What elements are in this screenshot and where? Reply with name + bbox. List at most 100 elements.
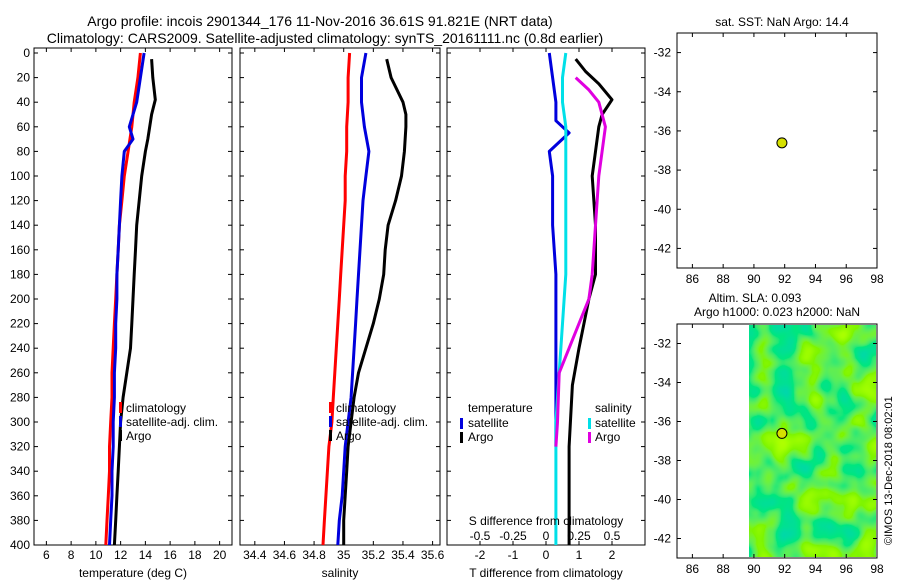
legend-title-temperature: temperature — [468, 401, 533, 415]
depth-tick-label: 40 — [17, 95, 31, 109]
lon-tick-label: 86 — [686, 562, 700, 576]
legend-label-t-satellite: satellite — [468, 416, 509, 430]
x-tick-label: 20 — [213, 548, 227, 562]
depth-tick-label: 140 — [10, 218, 30, 232]
s-diff-tick-label: 0.5 — [604, 529, 621, 543]
s-diff-tick-label: -0.5 — [470, 529, 491, 543]
depth-tick-label: 80 — [17, 144, 31, 158]
depth-tick-label: 200 — [10, 292, 30, 306]
legend-label-satellite: satellite-adj. clim. — [126, 415, 218, 429]
legend-label-argo: Argo — [126, 429, 152, 443]
depth-tick-label: 320 — [10, 440, 30, 454]
depth-tick-label: 380 — [10, 513, 30, 527]
depth-tick-label: 260 — [10, 366, 30, 380]
x-tick-label: 14 — [139, 548, 153, 562]
sla-map-title-line2: Argo h1000: 0.023 h2000: NaN — [694, 305, 860, 319]
temperature-legend: climatology satellite-adj. clim. Argo — [119, 401, 218, 443]
x-tick-label: 8 — [68, 548, 75, 562]
x-tick-label: 35.6 — [421, 548, 445, 562]
figure-title-line2: Climatology: CARS2009. Satellite-adjuste… — [47, 30, 603, 46]
argo-position-marker — [776, 427, 788, 439]
lon-tick-label: 96 — [840, 272, 854, 286]
depth-tick-label: 120 — [10, 194, 30, 208]
lat-tick-label: -34 — [654, 376, 672, 390]
x-tick-label: 12 — [114, 548, 128, 562]
depth-axis: 0 20 40 60 80 100 120 140 160 180 200 220 240 260 280 3… — [10, 46, 30, 552]
depth-tick-label: 0 — [23, 46, 30, 60]
difference-xlabel: T difference from climatology — [469, 566, 623, 580]
salinity-plot-frame — [239, 47, 441, 546]
legend-swatch-t-satellite — [460, 418, 463, 429]
legend-swatch-argo — [119, 430, 122, 441]
imos-credit: ©IMOS 13-Dec-2018 08:02:01 — [883, 396, 895, 545]
figure-title-line1: Argo profile: incois 2901344_176 11-Nov-… — [87, 13, 552, 29]
s-diff-tick-label: 0.25 — [567, 529, 591, 543]
temperature-plot-frame — [33, 47, 233, 546]
series-line-argo — [112, 59, 157, 546]
series-line-satellite-adj-clim- — [336, 52, 371, 546]
x-tick-label: 10 — [89, 548, 103, 562]
legend-swatch-t-argo — [460, 432, 463, 443]
legend-swatch-climatology — [329, 402, 332, 413]
legend-label-s-argo: Argo — [595, 430, 621, 444]
x-tick-label: 34.8 — [302, 548, 326, 562]
s-difference-axis: -0.5 -0.25 0 0.25 0.5 — [470, 529, 621, 543]
lat-tick-label: -42 — [654, 241, 672, 255]
argo-position-marker — [776, 137, 788, 149]
depth-tick-label: 400 — [10, 538, 30, 552]
legend-label-s-satellite: satellite — [595, 416, 636, 430]
sst-map-frame — [676, 32, 878, 269]
sst-map-title: sat. SST: NaN Argo: 14.4 — [715, 15, 849, 29]
lat-tick-label: -36 — [654, 124, 672, 138]
depth-tick-label: 100 — [10, 169, 30, 183]
s-diff-tick-label: 0 — [543, 529, 550, 543]
legend-label-satellite: satellite-adj. clim. — [336, 415, 428, 429]
x-tick-label: 0 — [543, 548, 550, 562]
series-line-s-argo — [554, 76, 607, 447]
depth-tick-label: 240 — [10, 341, 30, 355]
x-tick-label: 2 — [609, 548, 616, 562]
x-tick-label: 35 — [337, 548, 351, 562]
legend-title-salinity: salinity — [595, 401, 632, 415]
s-diff-tick-label: -0.25 — [499, 529, 527, 543]
lat-tick-label: -38 — [654, 454, 672, 468]
lat-tick-label: -36 — [654, 415, 672, 429]
x-tick-label: 34.6 — [273, 548, 297, 562]
sla-map-title-line1: Altim. SLA: 0.093 — [709, 291, 802, 305]
depth-tick-label: 180 — [10, 267, 30, 281]
lat-tick-label: -42 — [654, 532, 672, 546]
series-line-s-satellite — [554, 52, 568, 545]
lon-tick-label: 88 — [716, 272, 730, 286]
x-tick-label: -1 — [508, 548, 519, 562]
x-tick-label: -2 — [475, 548, 486, 562]
x-tick-label: 16 — [163, 548, 177, 562]
legend-label-climatology: climatology — [126, 401, 186, 415]
x-tick-label: 18 — [188, 548, 202, 562]
sla-field-texture — [749, 325, 876, 557]
series-line-climatology — [321, 52, 352, 546]
depth-tick-label: 220 — [10, 317, 30, 331]
lon-tick-label: 96 — [840, 562, 854, 576]
lat-tick-label: -40 — [654, 202, 672, 216]
depth-tick-label: 300 — [10, 415, 30, 429]
legend-label-climatology: climatology — [336, 401, 396, 415]
s-difference-label: S difference from climatology — [469, 514, 624, 528]
lat-tick-label: -40 — [654, 493, 672, 507]
series-line-t-satellite — [547, 52, 571, 447]
lon-tick-label: 86 — [686, 272, 700, 286]
sla-map-panel: Altim. SLA: 0.093 Argo h1000: 0.023 h200… — [654, 291, 884, 576]
difference-panel: -2 -1 0 1 2 T difference from climatology S … — [446, 47, 646, 580]
salinity-xlabel: salinity — [322, 566, 359, 580]
x-tick-label: 34.4 — [243, 548, 267, 562]
legend-swatch-satellite — [119, 416, 122, 427]
depth-tick-label: 20 — [17, 71, 31, 85]
sst-map-panel: sat. SST: NaN Argo: 14.4 86 88 90 92 94 96 98 -… — [654, 15, 884, 286]
series-line-t-argo — [567, 58, 614, 545]
temperature-xlabel: temperature (deg C) — [79, 566, 187, 580]
temperature-panel: 6 8 10 12 14 16 18 20 temperature (deg C) clima… — [33, 47, 233, 580]
x-tick-label: 6 — [43, 548, 50, 562]
lon-tick-label: 98 — [870, 562, 884, 576]
x-tick-label: 1 — [576, 548, 583, 562]
legend-swatch-s-satellite — [588, 418, 591, 429]
x-tick-label: 35.4 — [391, 548, 415, 562]
